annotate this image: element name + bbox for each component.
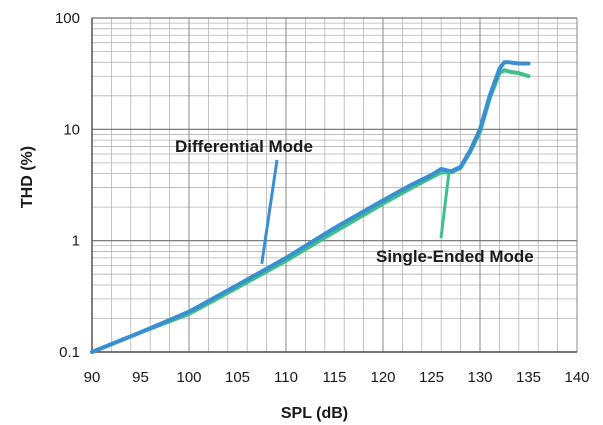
x-tick-label: 125 bbox=[419, 369, 444, 386]
annotation-layer: Differential Mode Single-Ended Mode bbox=[175, 137, 534, 266]
y-tick-label: 1 bbox=[72, 233, 80, 250]
differential-mode-label: Differential Mode bbox=[175, 137, 313, 156]
x-tick-label: 140 bbox=[564, 369, 589, 386]
series-layer bbox=[90, 60, 531, 354]
differential-mode-leader bbox=[260, 159, 279, 264]
single-ended-mode-line bbox=[90, 68, 531, 354]
x-tick-label: 90 bbox=[84, 369, 101, 386]
single-ended-mode-label: Single-Ended Mode bbox=[376, 247, 534, 266]
x-axis-title: SPL (dB) bbox=[281, 405, 348, 422]
x-tick-label: 110 bbox=[274, 369, 298, 386]
x-tick-label: 135 bbox=[516, 369, 541, 386]
x-tick-label: 120 bbox=[370, 369, 395, 386]
single-ended-mode-leader bbox=[439, 172, 451, 239]
axes bbox=[91, 18, 577, 353]
y-axis-title: THD (%) bbox=[19, 146, 36, 208]
differential-mode-line bbox=[90, 60, 531, 354]
major-grid bbox=[91, 17, 578, 353]
y-tick-label: 10 bbox=[63, 121, 80, 138]
x-tick-label: 95 bbox=[132, 369, 149, 386]
x-tick-label: 100 bbox=[176, 369, 201, 386]
x-tick-label: 115 bbox=[323, 369, 347, 386]
y-tick-label: 100 bbox=[55, 10, 80, 27]
minor-grid bbox=[92, 18, 577, 352]
y-tick-label: 0.1 bbox=[59, 344, 80, 361]
x-tick-label: 105 bbox=[225, 369, 250, 386]
x-tick-label: 130 bbox=[467, 369, 492, 386]
